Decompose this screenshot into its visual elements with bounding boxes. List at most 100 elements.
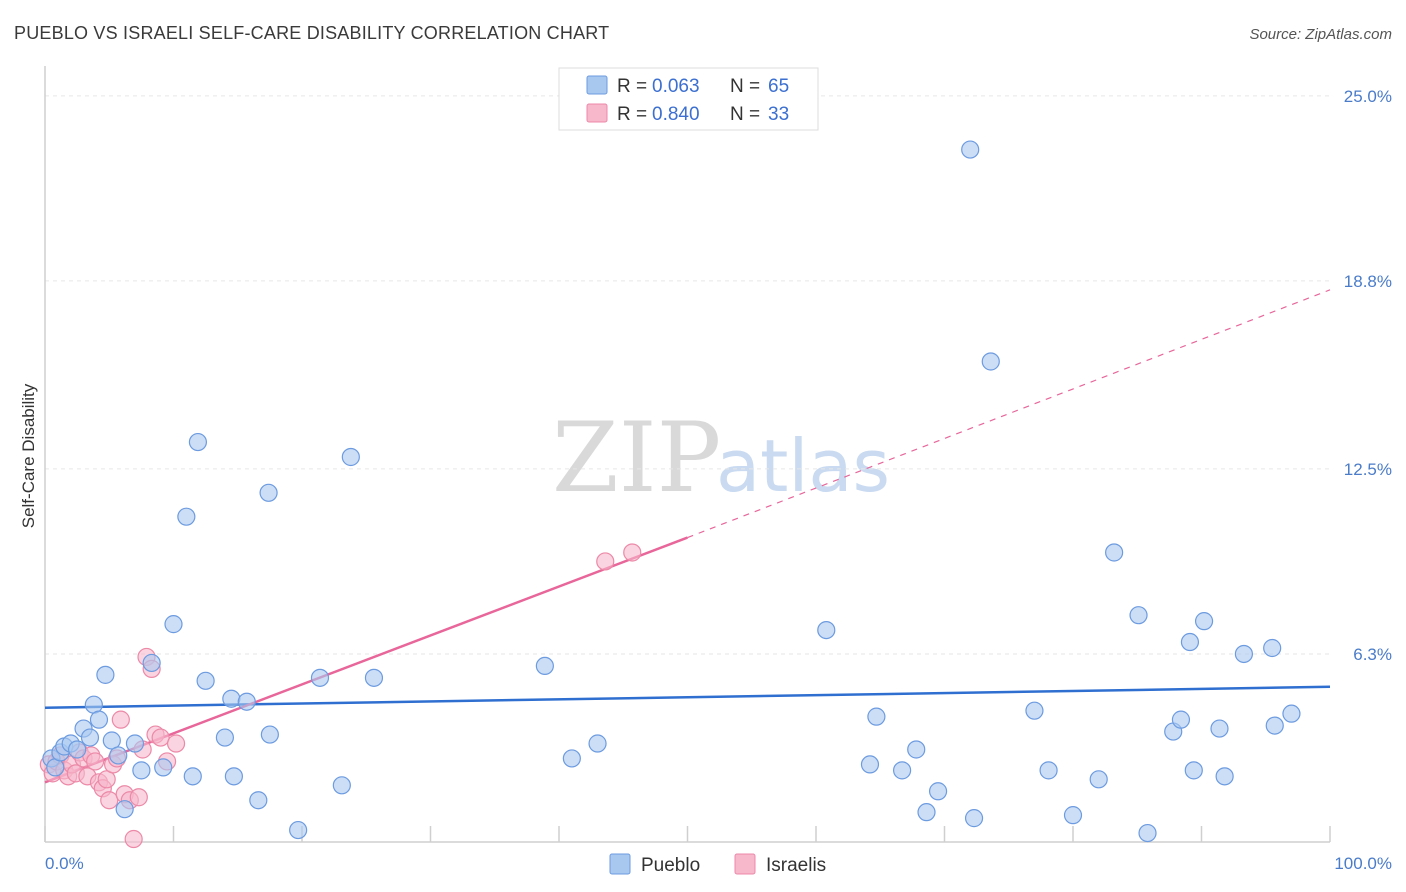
point-pueblo xyxy=(928,782,948,801)
source-label: Source: ZipAtlas.com xyxy=(1249,26,1392,43)
point-pueblo xyxy=(196,671,215,690)
legend-r-label-pueblo: R = xyxy=(617,76,647,97)
point-pueblo xyxy=(1282,704,1301,723)
point-israelis xyxy=(100,791,119,810)
point-israelis xyxy=(596,552,615,571)
point-israelis xyxy=(124,829,143,849)
point-pueblo xyxy=(961,140,980,159)
point-pueblo xyxy=(289,820,308,840)
trend-lines xyxy=(44,289,1331,784)
point-pueblo xyxy=(1215,767,1234,786)
axes xyxy=(44,66,1331,843)
point-pueblo xyxy=(981,352,1000,371)
legend-label-israelis: Israelis xyxy=(766,855,826,876)
point-israelis xyxy=(166,734,186,753)
point-pueblo xyxy=(142,653,161,673)
point-pueblo xyxy=(892,761,912,780)
grid-lines xyxy=(45,95,1330,655)
point-pueblo xyxy=(1194,612,1214,631)
legend-swatch-israelis xyxy=(586,103,608,123)
point-pueblo xyxy=(817,620,836,640)
watermark-atlas: atlas xyxy=(716,424,890,508)
point-pueblo xyxy=(341,447,360,467)
point-pueblo xyxy=(1184,761,1203,780)
point-pueblo xyxy=(332,776,351,795)
point-pueblo xyxy=(310,668,330,687)
x-tick-labels: 0.0% 100.0% xyxy=(45,854,1392,873)
watermark: ZIP atlas xyxy=(552,402,890,514)
point-israelis xyxy=(151,728,170,747)
point-pueblo xyxy=(68,740,87,759)
point-israelis xyxy=(623,543,642,562)
legend-r-value-israelis: 0.840 xyxy=(652,104,700,125)
point-pueblo xyxy=(364,668,384,687)
point-pueblo xyxy=(1263,638,1282,658)
point-pueblo xyxy=(80,728,100,747)
y-tick-label: 25.0% xyxy=(1344,87,1392,106)
point-pueblo xyxy=(224,767,243,786)
point-israelis xyxy=(129,788,148,807)
point-pueblo xyxy=(1129,606,1148,625)
point-pueblo xyxy=(860,755,880,774)
point-pueblo xyxy=(1210,719,1229,738)
point-pueblo xyxy=(867,707,886,726)
point-pueblo xyxy=(1063,806,1083,825)
y-tick-labels: 6.3% 12.5% 18.8% 25.0% xyxy=(1344,87,1392,664)
y-tick-label: 12.5% xyxy=(1344,460,1392,479)
legend-label-pueblo: Pueblo xyxy=(641,855,700,876)
legend-n-value-israelis: 33 xyxy=(768,104,789,125)
point-pueblo xyxy=(562,749,581,768)
watermark-zip: ZIP xyxy=(552,402,721,514)
point-pueblo xyxy=(1171,710,1191,729)
legend-n-value-pueblo: 65 xyxy=(768,76,789,97)
legend-n-label-pueblo: N = xyxy=(730,76,760,97)
point-pueblo xyxy=(1105,543,1124,562)
x-tick-label-min: 0.0% xyxy=(45,854,84,873)
y-tick-label: 18.8% xyxy=(1344,272,1392,291)
point-pueblo xyxy=(1039,761,1058,780)
point-pueblo xyxy=(154,758,173,777)
y-tick-label: 6.3% xyxy=(1353,645,1392,664)
point-israelis xyxy=(86,752,105,771)
point-pueblo xyxy=(1138,823,1157,843)
correlation-legend: R = 0.063 N = 65 R = 0.840 N = 33 xyxy=(558,67,819,131)
x-tick-label-max: 100.0% xyxy=(1334,854,1392,873)
point-pueblo xyxy=(249,791,268,810)
point-pueblo xyxy=(96,665,115,684)
point-pueblo xyxy=(964,809,984,828)
point-pueblo xyxy=(260,725,279,744)
point-pueblo xyxy=(115,800,134,819)
point-israelis xyxy=(111,710,130,729)
data-points xyxy=(39,140,1301,849)
point-pueblo xyxy=(1180,632,1200,652)
point-pueblo xyxy=(183,767,202,786)
point-pueblo xyxy=(259,483,278,502)
point-pueblo xyxy=(222,689,241,708)
point-pueblo xyxy=(132,761,151,780)
legend-n-label-israelis: N = xyxy=(730,104,760,125)
point-pueblo xyxy=(917,803,936,822)
legend-r-value-pueblo: 0.063 xyxy=(652,76,700,97)
series-legend: Pueblo Israelis xyxy=(609,853,826,876)
point-pueblo xyxy=(1265,716,1284,735)
point-pueblo xyxy=(1234,644,1254,664)
legend-swatch-pueblo-bottom xyxy=(609,853,631,875)
point-pueblo xyxy=(188,432,208,452)
point-pueblo xyxy=(1025,701,1044,720)
chart-title: PUEBLO VS ISRAELI SELF-CARE DISABILITY C… xyxy=(14,23,609,43)
legend-r-label-israelis: R = xyxy=(617,104,647,125)
y-axis-label: Self-Care Disability xyxy=(19,383,38,528)
point-pueblo xyxy=(164,615,183,634)
legend-swatch-israelis-bottom xyxy=(734,853,756,875)
legend-swatch-pueblo xyxy=(586,75,608,95)
point-pueblo xyxy=(907,740,926,759)
point-pueblo xyxy=(89,710,109,729)
point-pueblo xyxy=(535,656,554,676)
point-pueblo xyxy=(125,734,145,753)
point-pueblo xyxy=(215,728,234,747)
point-pueblo xyxy=(109,746,128,765)
point-pueblo xyxy=(237,692,256,711)
point-pueblo xyxy=(177,507,196,526)
point-pueblo xyxy=(1089,770,1108,789)
